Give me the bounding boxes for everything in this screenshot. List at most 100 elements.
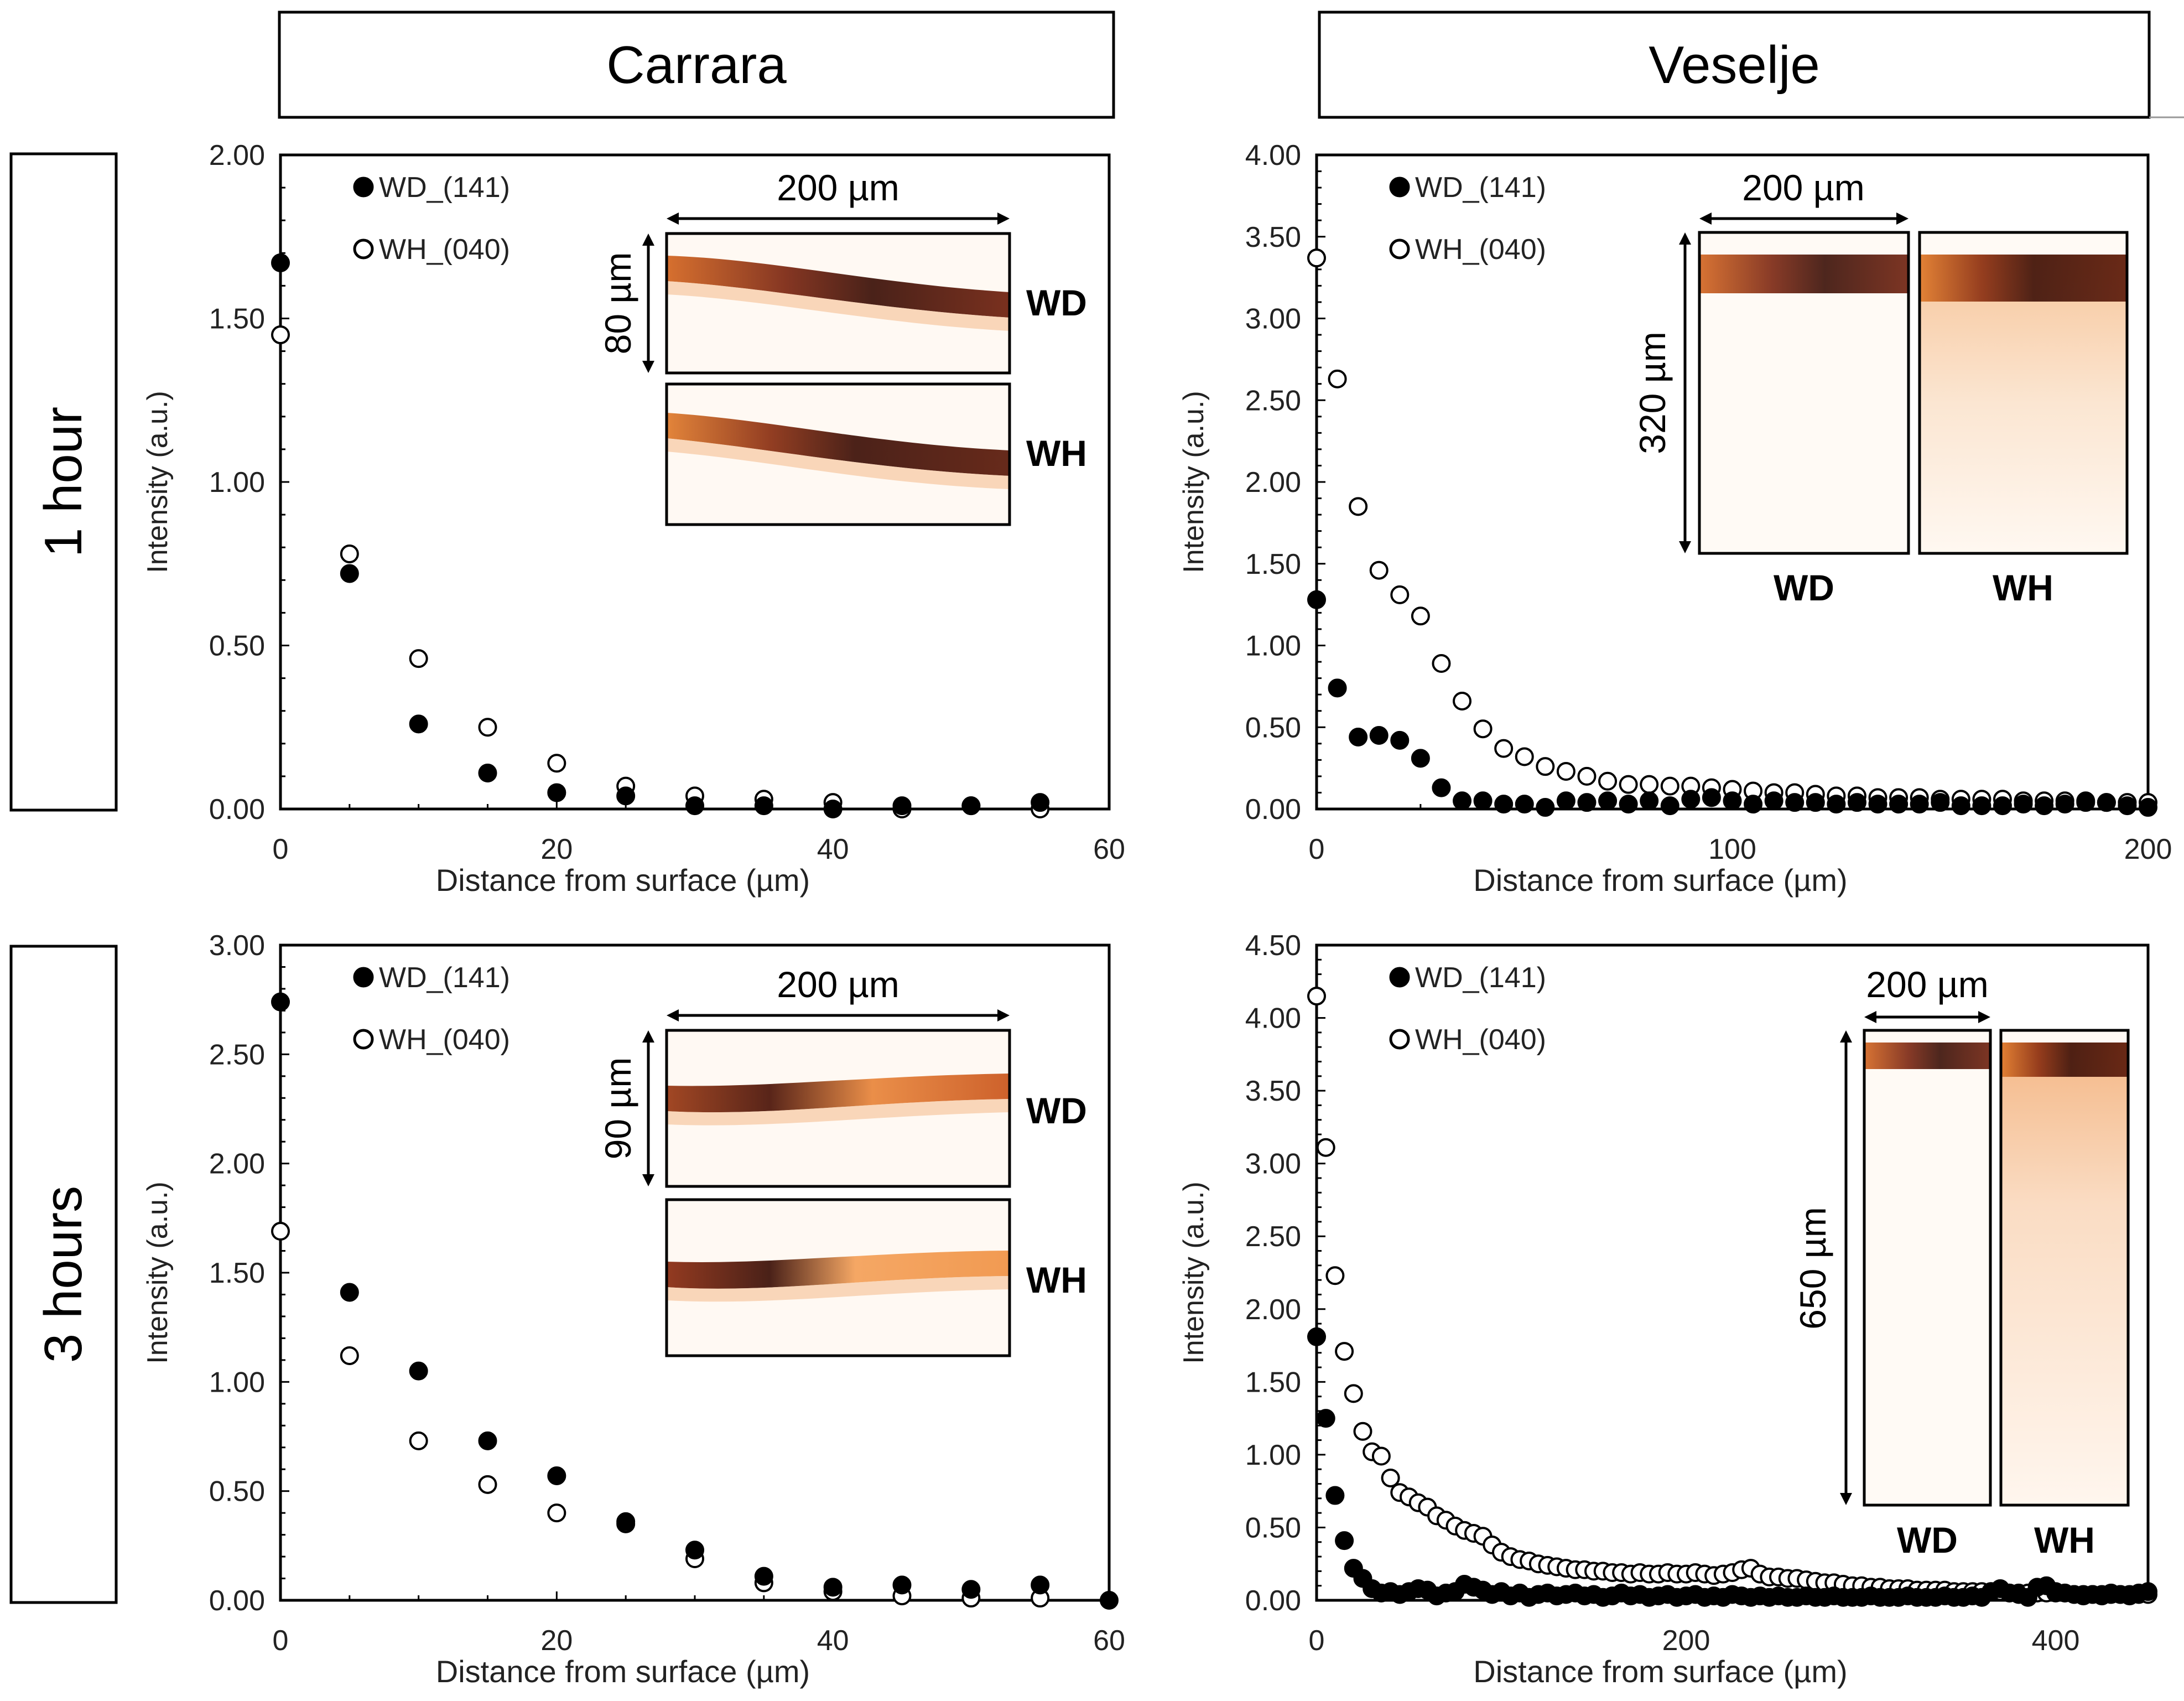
data-point-wh bbox=[1328, 369, 1347, 388]
data-point-wd bbox=[1325, 1486, 1345, 1505]
data-point-wh bbox=[1335, 1342, 1354, 1361]
inset-map-wd-background bbox=[1864, 1030, 1990, 1505]
data-point-wd bbox=[340, 1283, 359, 1302]
data-point-wd bbox=[1764, 791, 1783, 811]
y-tick-label: 1.00 bbox=[209, 1366, 265, 1398]
scale-bar-horizontal-head-right bbox=[1978, 1011, 1990, 1023]
data-point-wd bbox=[1307, 590, 1326, 609]
legend-marker-open bbox=[1389, 1029, 1410, 1050]
inset-map-wh-frame bbox=[665, 1198, 1011, 1357]
row-header-box bbox=[9, 152, 118, 812]
data-point-wd bbox=[1316, 1409, 1335, 1428]
inset-map-wh-intensity-band bbox=[667, 413, 1010, 476]
data-point-wd bbox=[1702, 788, 1721, 807]
chart-panel-veselje-3h: 0.00 0.50 1.00 1.50 2.00 2.50 3.00 3.50 4.00 4.50… bbox=[1178, 930, 2157, 1689]
data-point-wd bbox=[892, 1575, 912, 1595]
y-tick-label: 4.50 bbox=[1245, 930, 1301, 962]
legend-marker-filled bbox=[1389, 177, 1410, 198]
data-point-wh bbox=[1390, 585, 1410, 604]
inset-map-wh-intensity-band bbox=[667, 1251, 1010, 1289]
x-tick-label: 0 bbox=[273, 833, 289, 865]
data-point-wh bbox=[1660, 776, 1679, 796]
data-point-wd bbox=[1868, 795, 1887, 814]
y-axis-label: Intensity (a.u.) bbox=[1178, 391, 1210, 573]
data-point-wd bbox=[1619, 795, 1638, 814]
data-point-wd bbox=[478, 763, 497, 782]
column-header-label: Veselje bbox=[1649, 35, 1820, 95]
data-point-wd bbox=[1473, 791, 1493, 811]
data-point-wh bbox=[340, 1346, 359, 1365]
y-tick-label: 4.00 bbox=[1245, 1003, 1301, 1035]
data-point-wd bbox=[1328, 678, 1347, 698]
scale-bar-horizontal-head-left bbox=[667, 212, 679, 225]
x-tick-label: 40 bbox=[817, 1625, 849, 1657]
data-point-wh bbox=[409, 649, 428, 668]
y-tick-label: 3.50 bbox=[1245, 1075, 1301, 1107]
scale-bar-vertical-head-bottom bbox=[642, 361, 654, 373]
legend-label: WH_(040) bbox=[1415, 1024, 1546, 1056]
data-point-wd bbox=[271, 992, 290, 1012]
scale-bar-vertical-head-bottom bbox=[1840, 1493, 1852, 1505]
scale-label-vertical: 90 µm bbox=[597, 1057, 638, 1160]
y-axis-label: Intensity (a.u.) bbox=[1178, 1181, 1210, 1363]
x-tick-label: 200 bbox=[1662, 1625, 1710, 1657]
data-point-wd bbox=[892, 796, 912, 816]
data-point-wh bbox=[1556, 762, 1575, 781]
data-point-wd bbox=[1910, 795, 1929, 814]
data-point-wd bbox=[2076, 793, 2095, 812]
data-point-wh bbox=[1598, 771, 1618, 791]
y-tick-label: 1.50 bbox=[1245, 548, 1301, 580]
data-point-wh bbox=[1577, 766, 1597, 786]
scale-label-horizontal: 200 µm bbox=[777, 964, 899, 1005]
scale-bar-vertical-head-top bbox=[642, 234, 654, 246]
legend-label: WH_(040) bbox=[379, 234, 510, 266]
y-tick-label: 0.00 bbox=[1245, 1585, 1301, 1617]
scale-bar-vertical-head-bottom bbox=[1679, 541, 1691, 553]
scale-bar-horizontal-head-right bbox=[997, 212, 1010, 225]
data-point-wd bbox=[2035, 796, 2054, 816]
y-tick-label: 1.50 bbox=[1245, 1366, 1301, 1398]
data-point-wd bbox=[1556, 791, 1575, 811]
scale-bar-vertical-head-top bbox=[642, 1030, 654, 1043]
legend-label: WD_(141) bbox=[379, 962, 510, 994]
data-point-wd bbox=[1031, 793, 1050, 812]
data-point-wd bbox=[478, 1431, 497, 1450]
x-tick-label: 200 bbox=[2124, 833, 2172, 865]
x-tick-label: 20 bbox=[540, 1625, 573, 1657]
legend-marker-filled bbox=[1389, 967, 1410, 988]
scale-bar-horizontal-head-left bbox=[667, 1009, 679, 1021]
inset-map-wd-intensity-band bbox=[667, 1074, 1010, 1113]
scale-label-horizontal: 200 µm bbox=[777, 167, 899, 208]
x-tick-label: 60 bbox=[1093, 1625, 1125, 1657]
data-point-wd bbox=[616, 786, 636, 806]
y-tick-label: 1.00 bbox=[1245, 1439, 1301, 1471]
scale-bar-horizontal-head-right bbox=[997, 1009, 1010, 1021]
legend-marker-open bbox=[1389, 238, 1410, 260]
y-tick-label: 1.50 bbox=[209, 1257, 265, 1289]
data-point-wh bbox=[1494, 739, 1514, 758]
y-tick-label: 2.50 bbox=[209, 1039, 265, 1071]
data-point-wd bbox=[616, 1512, 636, 1531]
y-tick-label: 2.00 bbox=[1245, 1294, 1301, 1326]
y-tick-label: 1.00 bbox=[1245, 630, 1301, 662]
data-point-wh bbox=[1515, 747, 1534, 766]
legend-marker-filled bbox=[353, 967, 374, 988]
data-point-wd bbox=[1031, 1575, 1050, 1595]
row-header-label: 1 hour bbox=[34, 407, 93, 557]
scale-bar-horizontal-head-right bbox=[1896, 212, 1909, 225]
inset-map-wh-frame bbox=[1999, 1029, 2130, 1507]
data-point-wd bbox=[1847, 793, 1866, 812]
data-point-wh bbox=[1473, 719, 1493, 739]
data-point-wh bbox=[1307, 248, 1326, 268]
data-point-wd bbox=[1598, 791, 1618, 811]
data-point-wd bbox=[1515, 795, 1534, 814]
inset-label-wd: WD bbox=[1774, 567, 1834, 608]
data-point-wh bbox=[1453, 691, 1472, 711]
y-tick-label: 3.00 bbox=[1245, 1148, 1301, 1180]
data-point-wh bbox=[1325, 1266, 1345, 1285]
scaffold: Carrara Veselje 1 hour 3 hours bbox=[9, 11, 2184, 1604]
y-tick-label: 4.00 bbox=[1245, 139, 1301, 172]
y-tick-label: 0.50 bbox=[1245, 712, 1301, 744]
chart-panel-veselje-1h: 0.00 0.50 1.00 1.50 2.00 2.50 3.00 3.50 4.00 0 100… bbox=[1178, 139, 2172, 898]
scale-bar-vertical-head-top bbox=[1679, 232, 1691, 245]
